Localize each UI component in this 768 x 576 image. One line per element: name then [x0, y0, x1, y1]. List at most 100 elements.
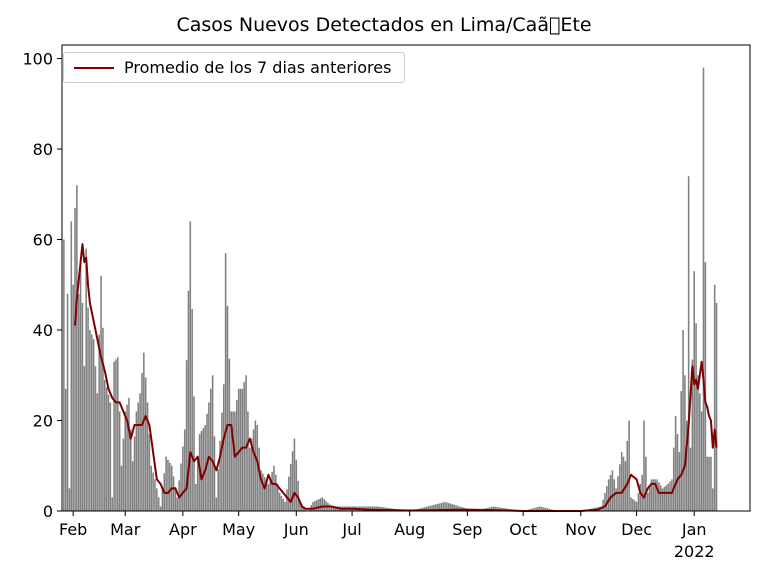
plot-frame	[61, 44, 751, 512]
bar	[189, 221, 192, 511]
bar	[715, 302, 718, 511]
bar	[713, 284, 716, 511]
bar	[193, 396, 195, 511]
bar	[648, 486, 651, 511]
bar	[695, 323, 697, 511]
chart-title: Casos Nuevos Detectados en Lima/Caã Ete	[176, 14, 592, 36]
bar	[496, 507, 498, 511]
bar	[606, 486, 608, 511]
bar	[122, 438, 125, 511]
bar	[150, 465, 153, 511]
bar	[620, 452, 623, 511]
bar	[421, 507, 424, 511]
bar	[494, 506, 497, 511]
bar-series	[63, 67, 718, 512]
bar	[172, 476, 175, 511]
bar	[704, 262, 707, 511]
bar	[196, 458, 199, 511]
legend-label: Promedio de los 7 dias anteriores	[124, 58, 392, 77]
bar	[107, 394, 110, 511]
bar	[161, 489, 164, 511]
bar	[135, 411, 138, 511]
legend-line-swatch	[74, 67, 114, 69]
bar	[654, 479, 656, 511]
bar	[615, 488, 617, 511]
bar	[702, 67, 705, 512]
bar	[152, 472, 154, 511]
bar	[659, 485, 662, 511]
bar	[665, 485, 668, 511]
bar	[643, 420, 645, 511]
bar	[282, 498, 285, 511]
bar	[275, 474, 277, 511]
bar	[77, 293, 80, 511]
bar	[185, 360, 188, 511]
bar	[632, 498, 634, 511]
bar	[286, 489, 288, 511]
bar	[323, 499, 325, 511]
bar	[641, 474, 643, 511]
bar	[650, 479, 653, 511]
bar	[548, 508, 550, 511]
bar	[90, 334, 93, 511]
bar	[423, 507, 426, 511]
bar	[94, 366, 97, 511]
x-tick-label: Jan	[681, 520, 707, 539]
bar	[265, 480, 268, 511]
bar	[438, 503, 441, 511]
bar	[434, 504, 437, 511]
bar	[291, 451, 294, 511]
bar	[195, 483, 197, 511]
bar	[639, 483, 642, 511]
bar	[200, 431, 203, 511]
bar	[661, 488, 664, 511]
bar	[230, 411, 232, 511]
bar	[183, 429, 186, 511]
x-tick-label: Feb	[59, 520, 87, 539]
bar	[262, 473, 264, 511]
bar	[535, 507, 537, 511]
bar	[180, 463, 182, 511]
bar	[232, 411, 234, 511]
bar	[457, 505, 459, 511]
bar	[295, 459, 298, 511]
bar	[139, 393, 141, 511]
bar	[319, 498, 322, 511]
bar	[245, 375, 247, 511]
bar	[314, 501, 316, 511]
bar	[377, 506, 379, 511]
bar	[700, 411, 703, 511]
bar	[289, 463, 292, 511]
bar	[169, 462, 171, 511]
bar	[607, 479, 610, 511]
bar	[604, 492, 606, 511]
bar	[444, 501, 446, 511]
bar	[379, 506, 381, 511]
bar	[68, 488, 71, 511]
y-tick-label: 20	[33, 412, 53, 431]
bar	[706, 456, 709, 511]
bar	[332, 506, 335, 511]
average-line	[74, 243, 718, 512]
bar	[131, 461, 134, 511]
x-tick-sublabel: 2022	[674, 542, 715, 561]
bar	[243, 382, 246, 511]
bar	[118, 411, 121, 511]
bar	[148, 434, 151, 511]
bar	[241, 388, 244, 511]
x-tick-label: May	[222, 520, 255, 539]
x-tick-label: Apr	[169, 520, 197, 539]
bar	[202, 428, 205, 511]
bar	[156, 488, 158, 511]
bar	[79, 262, 82, 511]
bar	[431, 505, 433, 511]
bar	[252, 429, 255, 511]
y-tick-label: 60	[33, 231, 53, 250]
bar	[686, 420, 688, 511]
bar	[492, 506, 495, 511]
average-line-layer	[74, 243, 718, 512]
bar	[334, 506, 337, 511]
bar	[299, 501, 301, 511]
bar	[449, 503, 452, 511]
bar	[222, 384, 225, 511]
